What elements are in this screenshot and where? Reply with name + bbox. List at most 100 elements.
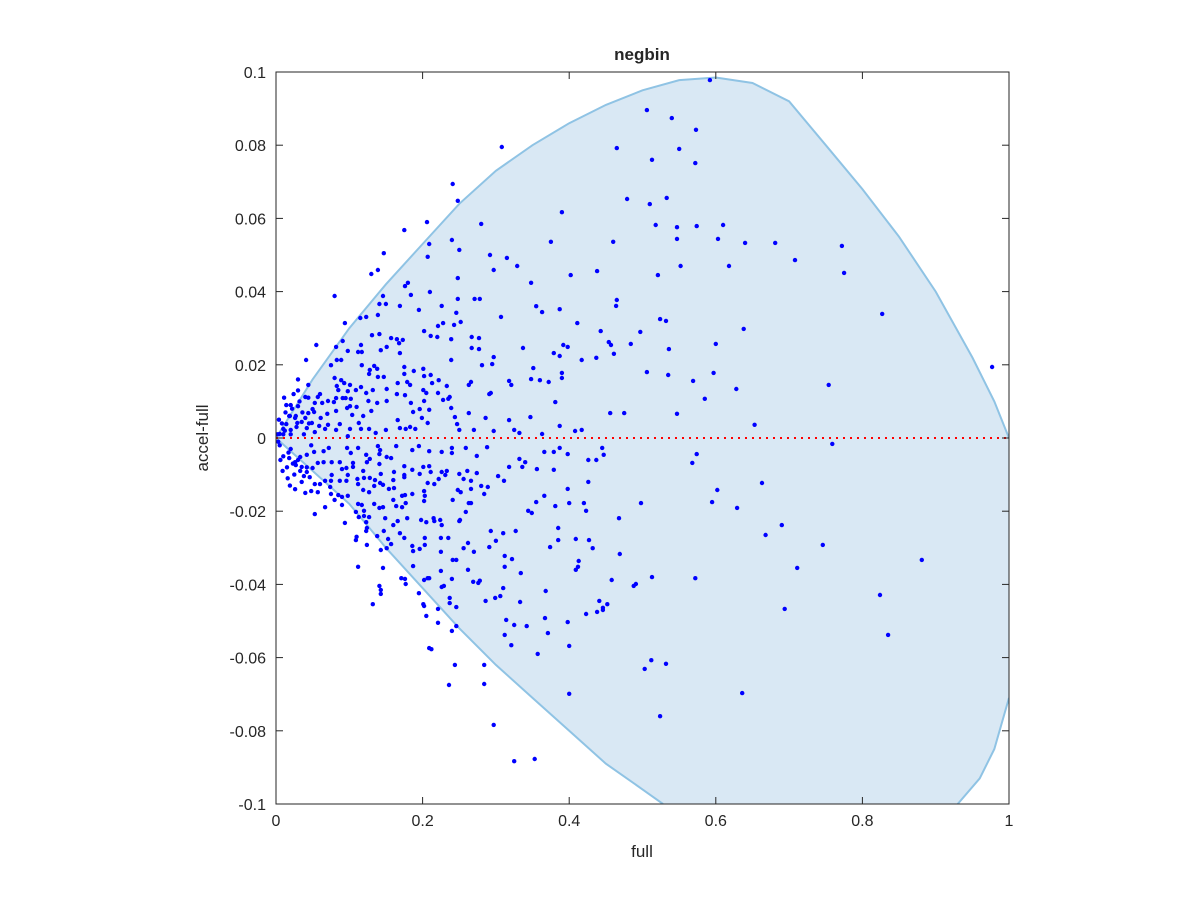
data-point: [388, 541, 394, 547]
data-point: [579, 357, 584, 363]
data-point: [581, 500, 587, 506]
data-point: [402, 535, 407, 541]
data-point: [354, 404, 359, 410]
data-point: [479, 221, 484, 227]
data-point: [557, 307, 562, 312]
data-point: [713, 341, 718, 347]
data-point: [391, 469, 397, 475]
data-point: [332, 293, 337, 299]
data-point: [303, 490, 308, 496]
data-point: [359, 363, 364, 368]
data-point: [416, 443, 422, 449]
data-point: [333, 344, 339, 350]
data-point: [383, 516, 388, 521]
data-point: [333, 395, 339, 401]
data-point: [455, 275, 460, 281]
data-point: [502, 564, 507, 569]
data-point: [624, 196, 630, 202]
data-point: [421, 603, 427, 609]
data-point: [534, 499, 539, 505]
data-point: [400, 337, 405, 343]
data-point: [830, 441, 835, 447]
data-point: [345, 493, 350, 498]
data-point: [674, 225, 680, 230]
data-point: [600, 607, 606, 613]
data-point: [502, 632, 507, 638]
data-point: [310, 465, 315, 471]
data-point: [380, 293, 386, 299]
data-point: [989, 364, 995, 370]
data-point: [361, 487, 366, 493]
data-point: [524, 623, 529, 629]
data-point: [304, 452, 309, 457]
data-point: [535, 651, 540, 657]
data-point: [366, 398, 371, 404]
data-point: [314, 342, 319, 348]
data-point: [551, 350, 556, 356]
data-point: [444, 468, 449, 474]
data-point: [690, 378, 696, 384]
data-point: [528, 280, 534, 285]
data-point: [498, 593, 503, 599]
data-point: [438, 517, 443, 523]
data-point: [663, 318, 669, 324]
data-point: [347, 382, 353, 388]
data-point: [557, 445, 562, 451]
data-point: [493, 538, 499, 543]
data-point: [402, 576, 408, 582]
data-point: [424, 219, 430, 225]
data-point: [447, 595, 452, 601]
data-point: [277, 443, 282, 448]
data-point: [427, 576, 432, 581]
data-point: [483, 598, 488, 604]
data-point: [919, 557, 924, 563]
data-point: [468, 478, 474, 483]
data-point: [586, 457, 591, 463]
data-point: [669, 115, 674, 121]
data-point: [449, 337, 454, 342]
data-point: [383, 301, 389, 307]
data-point: [655, 272, 661, 278]
data-point: [509, 382, 514, 388]
data-point: [394, 443, 399, 449]
data-point: [378, 591, 383, 597]
data-point: [693, 160, 698, 166]
data-point: [450, 497, 455, 503]
data-point: [345, 348, 350, 354]
data-point: [353, 387, 359, 393]
data-point: [306, 421, 312, 426]
data-point: [359, 349, 364, 355]
data-point: [279, 421, 285, 426]
data-point: [601, 452, 606, 457]
data-point: [520, 464, 525, 470]
data-point: [613, 303, 619, 309]
data-point: [435, 606, 441, 612]
data-point: [457, 471, 462, 477]
data-point: [471, 549, 477, 554]
data-point: [455, 198, 460, 203]
data-point: [300, 410, 305, 415]
data-point: [694, 451, 699, 457]
region-upper-boundary: [276, 76, 1009, 439]
data-point: [573, 536, 578, 542]
data-point: [495, 473, 501, 479]
data-point: [344, 445, 350, 451]
data-point: [366, 490, 372, 495]
data-point: [479, 483, 484, 489]
data-point: [278, 457, 283, 463]
data-point: [372, 363, 377, 369]
data-point: [339, 502, 345, 508]
data-point: [358, 342, 364, 348]
data-point: [297, 399, 302, 404]
data-point: [325, 422, 331, 427]
data-point: [410, 491, 415, 497]
data-point: [281, 395, 287, 400]
data-point: [501, 585, 506, 591]
data-point: [702, 396, 707, 401]
data-point: [539, 431, 545, 437]
data-point: [298, 468, 303, 474]
data-point: [422, 542, 427, 548]
data-point: [384, 344, 389, 350]
data-point: [678, 263, 683, 269]
